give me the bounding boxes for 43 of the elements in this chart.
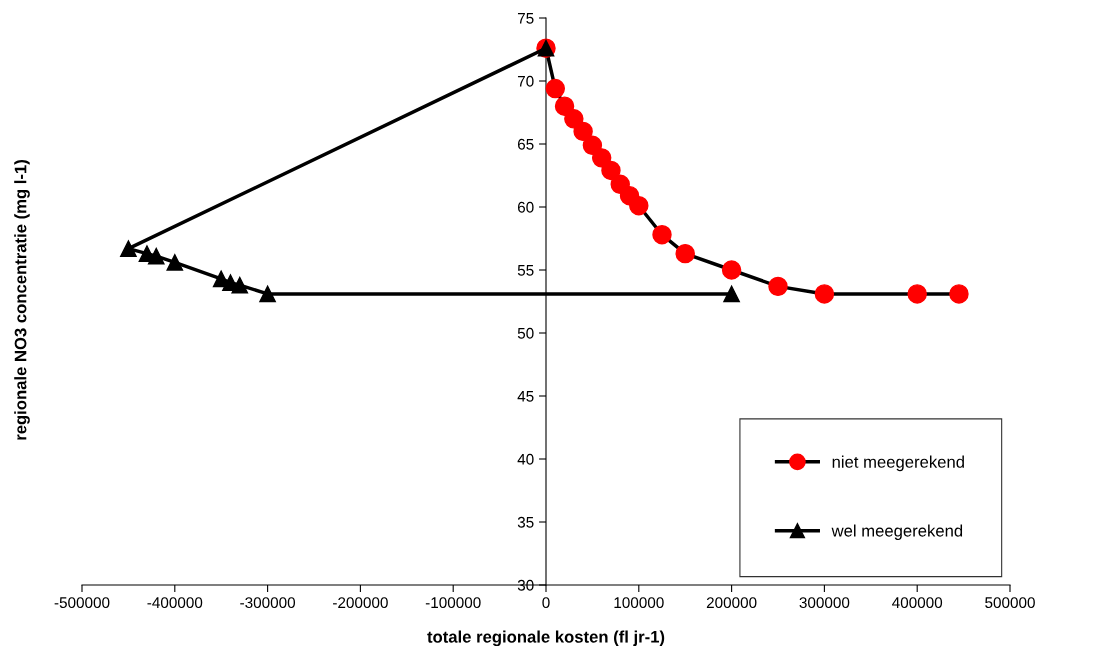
point	[545, 78, 566, 99]
x-tick-label: -200000	[333, 597, 388, 609]
point	[814, 284, 835, 304]
x-axis-title: totale regionale kosten (fl jr-1)	[427, 630, 665, 647]
point	[768, 276, 788, 297]
point	[907, 284, 927, 304]
x-tick-label: 300000	[799, 597, 850, 609]
y-axis-title: regionale NO3 concentratie (mg l-1)	[14, 160, 30, 440]
x-tick-label: -300000	[240, 597, 296, 609]
x-tick-label: 400000	[892, 597, 943, 609]
y-tick-label: 35	[517, 516, 534, 528]
point	[601, 160, 621, 181]
point	[723, 285, 740, 303]
x-tick-label: -400000	[147, 597, 203, 609]
y-tick-label: 30	[517, 579, 534, 591]
legend-label: niet meegerekend	[832, 455, 964, 472]
x-tick-label: -500000	[54, 597, 110, 609]
x-tick-label: 100000	[614, 597, 664, 609]
x-tick-label: -100000	[425, 597, 481, 609]
point	[949, 284, 969, 304]
point	[259, 285, 276, 303]
x-tick-label: 200000	[706, 597, 757, 609]
legend-label: wel meegerekend	[831, 524, 963, 540]
point	[652, 224, 672, 245]
point	[554, 96, 575, 116]
y-tick-label: 55	[517, 265, 534, 276]
y-tick-label: 65	[517, 138, 534, 150]
point	[721, 260, 742, 280]
y-tick-label: 75	[517, 13, 534, 24]
point	[629, 196, 649, 216]
point	[675, 243, 695, 264]
point	[573, 121, 593, 142]
point	[120, 240, 137, 257]
point	[231, 276, 249, 294]
x-tick-label: 500000	[985, 597, 1035, 609]
point	[147, 247, 165, 265]
x-tick-label: 0	[542, 597, 550, 609]
y-tick-label: 45	[517, 391, 534, 402]
point	[166, 254, 184, 271]
y-tick-label: 70	[517, 75, 534, 87]
y-tick-label: 50	[517, 327, 534, 339]
y-tick-label: 60	[517, 201, 534, 213]
y-tick-label: 40	[517, 453, 534, 465]
